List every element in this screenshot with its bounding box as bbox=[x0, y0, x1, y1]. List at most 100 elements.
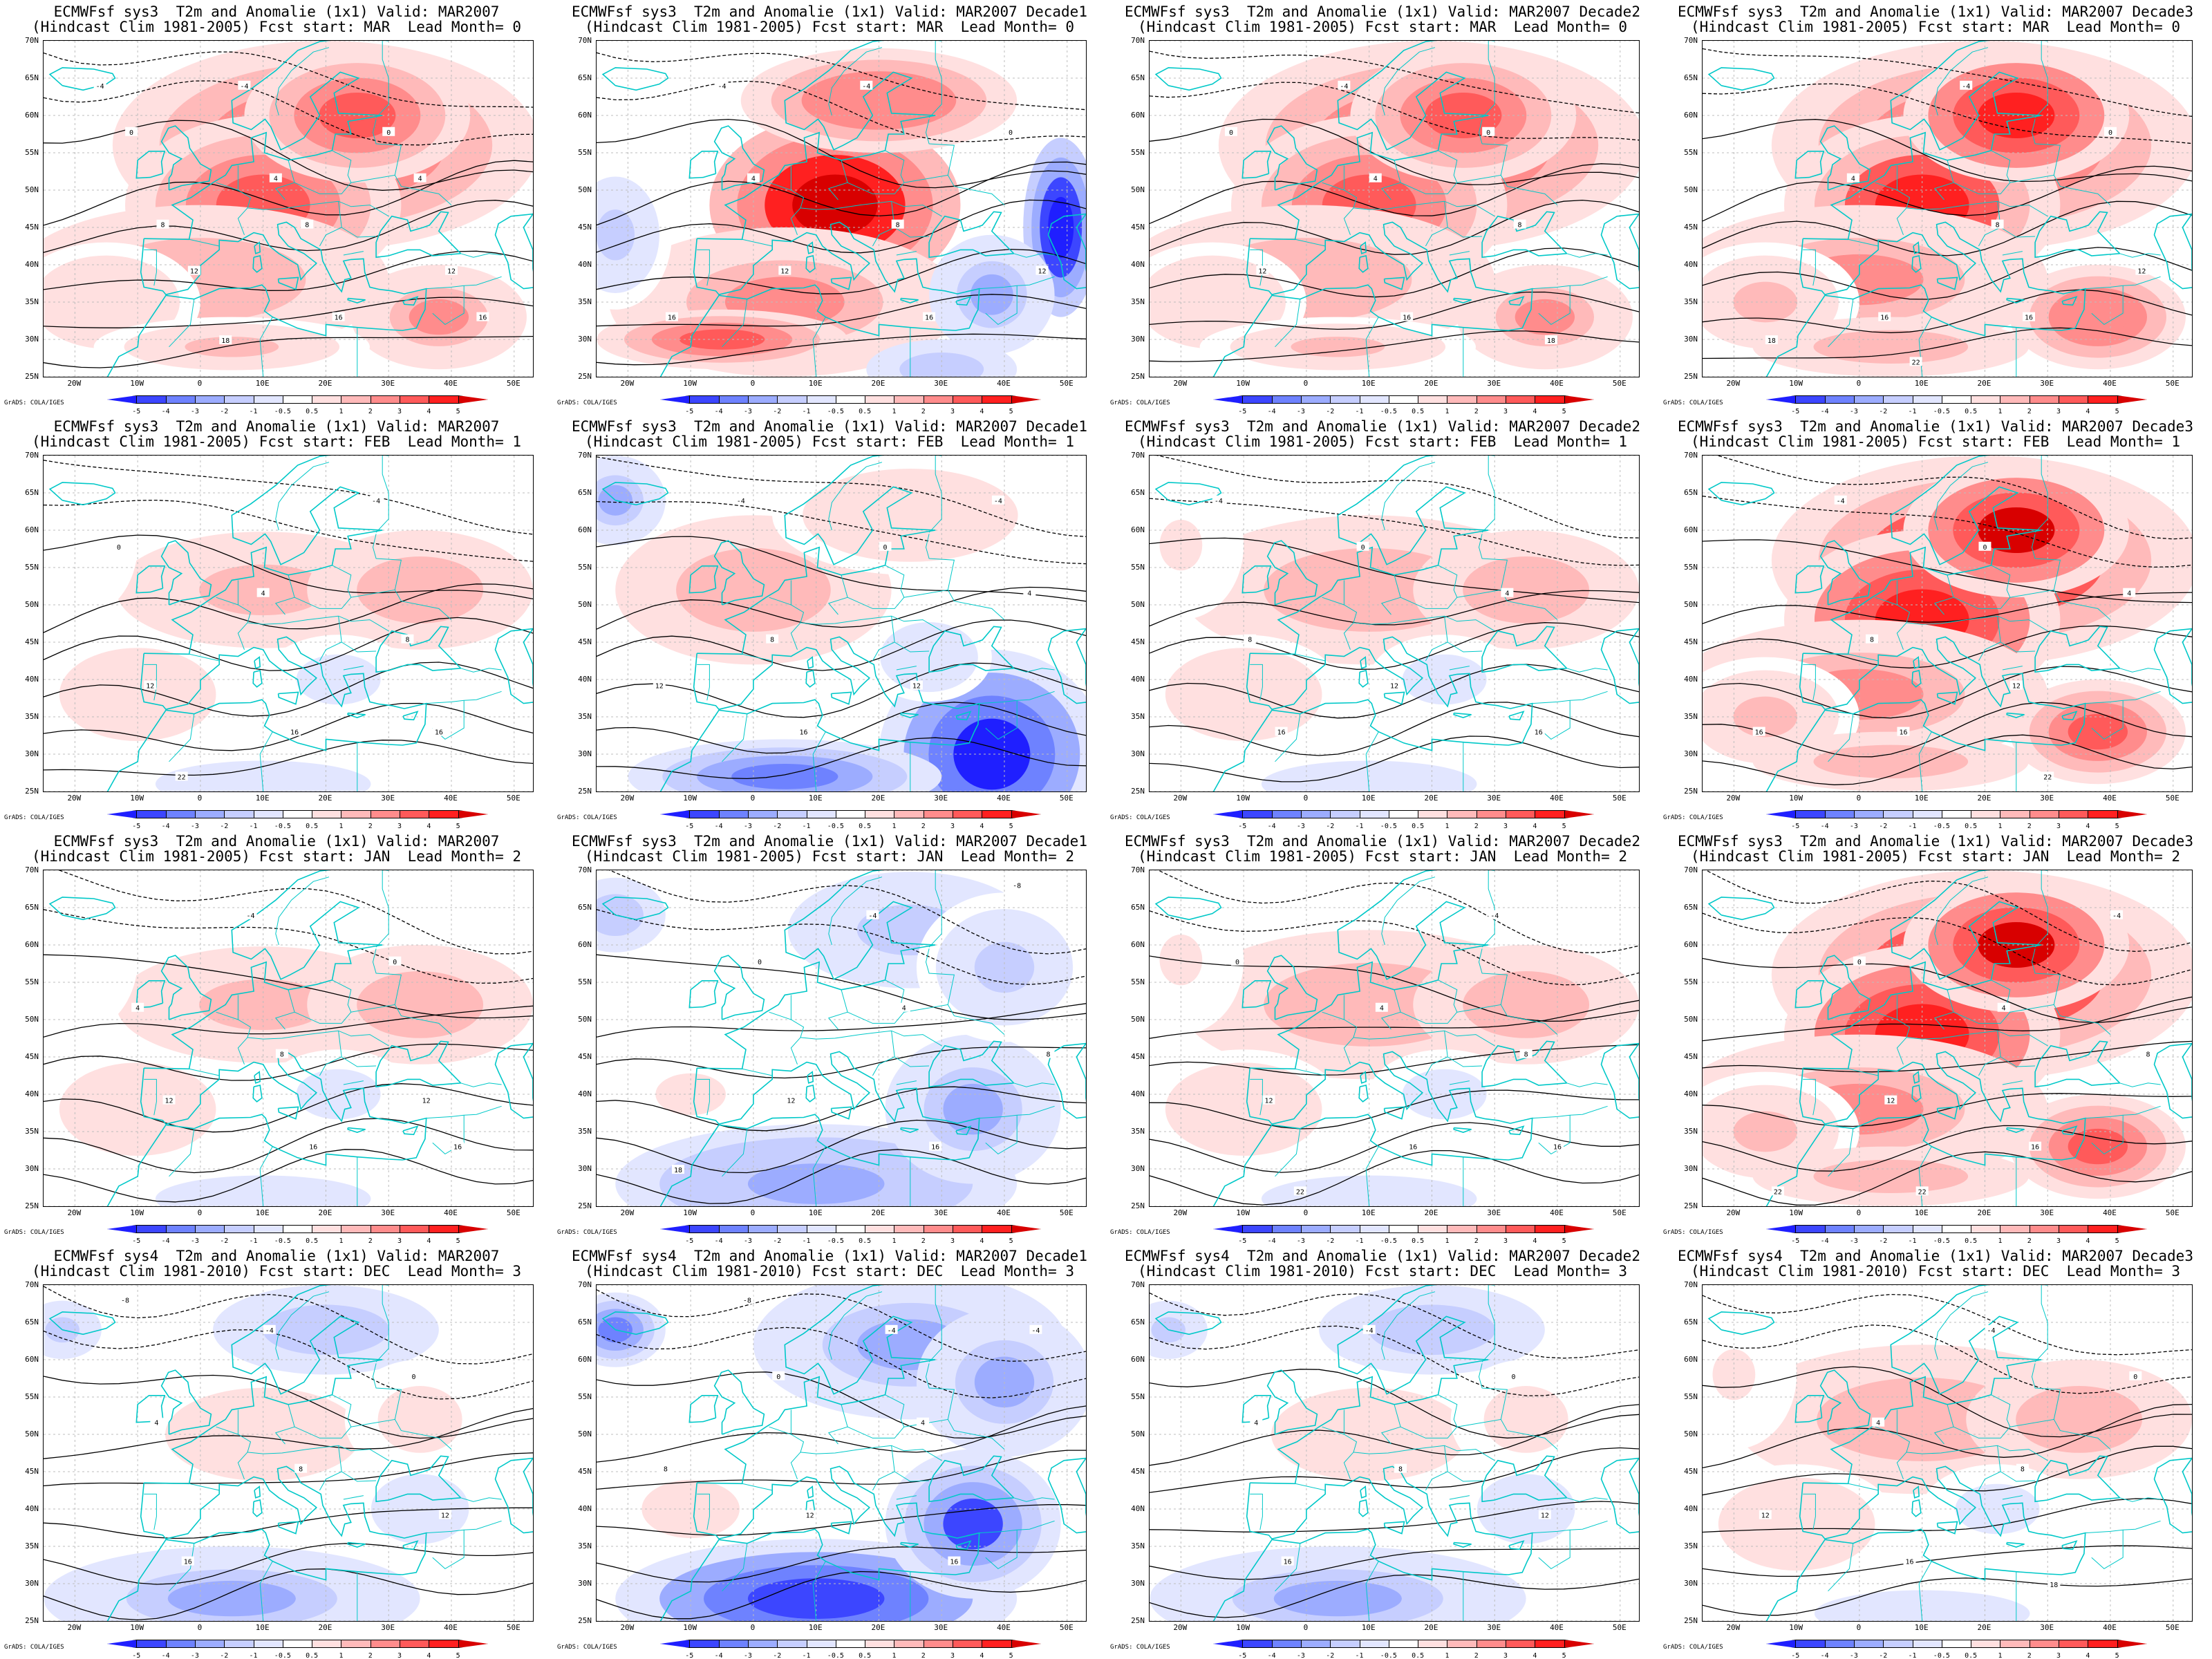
longitude-label: 10E bbox=[808, 1208, 823, 1217]
colorbar-swatch bbox=[1564, 395, 1594, 404]
contour-label-text: 4 bbox=[1380, 1005, 1384, 1013]
contour-label-text: 16 bbox=[1755, 729, 1763, 737]
isotherm-contour bbox=[597, 737, 1086, 780]
coastline bbox=[1453, 1127, 1472, 1133]
colorbar-tick-label: 0.5 bbox=[1412, 408, 1425, 415]
anomaly-shading bbox=[1733, 696, 1798, 738]
colorbar-swatch bbox=[953, 395, 983, 404]
longitude-label: 10E bbox=[1361, 1208, 1376, 1217]
contour-label-text: 8 bbox=[770, 637, 774, 644]
country-border bbox=[319, 616, 342, 662]
colorbar-swatch bbox=[1300, 810, 1331, 818]
latitude-label: 30N bbox=[25, 1164, 39, 1173]
colorbar-swatch bbox=[982, 1225, 1012, 1233]
colorbar-tick-label: -3 bbox=[1296, 1237, 1305, 1244]
coastline bbox=[928, 1455, 1015, 1503]
country-border bbox=[247, 1445, 389, 1461]
latitude-label: 50N bbox=[25, 600, 39, 609]
colorbar-swatch bbox=[1359, 810, 1389, 818]
colorbar bbox=[660, 1225, 1041, 1235]
panel-subtitle: (Hindcast Clim 1981-2005) Fcst start: MA… bbox=[584, 19, 1074, 35]
panel-title: ECMWFsf sys3 T2m and Anomalie (1x1) Vali… bbox=[1678, 833, 2193, 850]
coastline bbox=[1508, 296, 1525, 306]
country-border bbox=[1875, 1011, 1911, 1065]
country-border bbox=[1566, 1497, 1608, 1502]
colorbar-tick-label: -3 bbox=[743, 823, 752, 830]
latitude-label: 65N bbox=[578, 903, 592, 912]
contour-value-label: 12 bbox=[1538, 1510, 1551, 1520]
country-border bbox=[350, 1418, 452, 1450]
colorbar-swatch bbox=[660, 1225, 691, 1233]
contour-label-text: 12 bbox=[422, 1098, 431, 1105]
anomaly-shading bbox=[1291, 337, 1385, 357]
longitude-label: 20W bbox=[1173, 794, 1188, 803]
coastline bbox=[1819, 955, 1871, 1020]
colorbar-swatch bbox=[1213, 810, 1244, 818]
panel-subtitle: (Hindcast Clim 1981-2010) Fcst start: DE… bbox=[1690, 1263, 2180, 1280]
longitude-label: 20W bbox=[1726, 1623, 1741, 1632]
colorbar-tick-label: 3 bbox=[1503, 408, 1508, 415]
coastline bbox=[807, 241, 814, 254]
latitude-label: 45N bbox=[1684, 637, 1698, 646]
contour-value-label: -4 bbox=[734, 495, 747, 505]
colorbar-swatch bbox=[253, 810, 283, 818]
country-border bbox=[216, 597, 252, 650]
isotherm-contour bbox=[1703, 327, 2192, 359]
country-border bbox=[1532, 1105, 1608, 1119]
coastline bbox=[1936, 1106, 1958, 1120]
anomaly-shading bbox=[185, 337, 279, 357]
colorbar-swatch bbox=[953, 1225, 983, 1233]
colorbar-tick-label: -4 bbox=[714, 1237, 723, 1244]
latitude-label: 45N bbox=[578, 637, 592, 646]
latitude-label: 65N bbox=[1131, 903, 1145, 912]
coastline bbox=[135, 151, 166, 179]
latitude-label: 25N bbox=[1684, 1201, 1698, 1210]
country-border bbox=[1918, 731, 1932, 791]
country-border bbox=[2119, 668, 2161, 673]
colorbar-swatch bbox=[747, 395, 778, 404]
isotherm-contour bbox=[1703, 1403, 2192, 1469]
country-border bbox=[1478, 534, 1508, 590]
isotherm-contour bbox=[1703, 912, 2192, 986]
colorbar-swatch bbox=[1535, 1225, 1565, 1233]
latitude-label: 60N bbox=[25, 1355, 39, 1364]
country-border bbox=[460, 1497, 502, 1502]
colorbar-swatch bbox=[370, 810, 401, 818]
isotherm-contour bbox=[597, 456, 1086, 537]
country-border bbox=[722, 1543, 748, 1592]
colorbar-tick-label: -4 bbox=[161, 1652, 170, 1659]
contour-value-label: 4 bbox=[897, 1002, 910, 1013]
country-border bbox=[1447, 227, 1483, 238]
longitude-label: 0 bbox=[750, 794, 756, 803]
longitude-label: 0 bbox=[197, 1623, 203, 1632]
country-border bbox=[1906, 1030, 2048, 1047]
colorbar-swatch bbox=[1418, 1640, 1448, 1648]
country-border bbox=[925, 119, 955, 176]
latitude-label: 40N bbox=[578, 1504, 592, 1513]
longitude-label: 40E bbox=[2103, 1208, 2117, 1217]
latitude-label: 25N bbox=[1684, 1616, 1698, 1625]
colorbar-tick-label: 4 bbox=[980, 1652, 984, 1659]
coastline bbox=[48, 897, 116, 921]
colorbar-swatch bbox=[429, 1225, 459, 1233]
longitude-label: 10W bbox=[130, 1623, 144, 1632]
country-border bbox=[319, 201, 342, 247]
colorbar-swatch bbox=[165, 395, 196, 404]
latitude-label: 45N bbox=[578, 223, 592, 232]
colorbar-tick-label: -5 bbox=[1791, 1652, 1800, 1659]
country-border bbox=[800, 1445, 942, 1461]
coastline bbox=[1481, 626, 1568, 673]
country-border bbox=[1933, 989, 1954, 1030]
coastline bbox=[1241, 980, 1272, 1009]
coastline bbox=[2034, 1455, 2121, 1503]
coastline bbox=[1803, 41, 2048, 241]
contour-label-text: 4 bbox=[1505, 590, 1509, 598]
coastline bbox=[252, 255, 263, 273]
colorbar-tick-label: 2 bbox=[2027, 408, 2032, 415]
colorbar bbox=[1766, 1225, 2147, 1235]
latitude-label: 65N bbox=[25, 903, 39, 912]
country-border bbox=[372, 534, 402, 590]
coastline bbox=[1250, 1285, 1495, 1485]
contour-value-label: 16 bbox=[948, 1556, 961, 1566]
